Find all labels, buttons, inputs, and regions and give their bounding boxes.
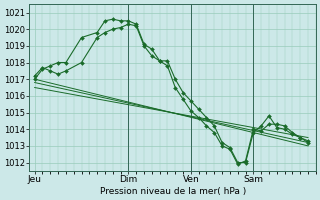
X-axis label: Pression niveau de la mer( hPa ): Pression niveau de la mer( hPa ) (100, 187, 246, 196)
